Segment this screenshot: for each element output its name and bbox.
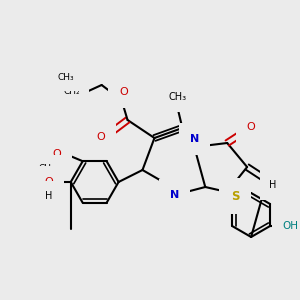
- Text: O: O: [96, 132, 105, 142]
- Text: CH₃: CH₃: [168, 92, 186, 102]
- Text: CH₂: CH₂: [63, 86, 80, 95]
- Text: N: N: [170, 190, 179, 200]
- Text: OH: OH: [282, 221, 298, 231]
- Text: O: O: [52, 149, 61, 159]
- Text: CH₃: CH₃: [58, 73, 74, 82]
- Text: S: S: [231, 190, 239, 202]
- Text: N: N: [190, 134, 199, 144]
- Text: H: H: [269, 180, 277, 190]
- Text: O: O: [247, 122, 256, 132]
- Text: CH₃: CH₃: [38, 164, 55, 173]
- Text: O: O: [119, 87, 128, 97]
- Text: H: H: [45, 191, 52, 201]
- Text: O: O: [44, 177, 53, 187]
